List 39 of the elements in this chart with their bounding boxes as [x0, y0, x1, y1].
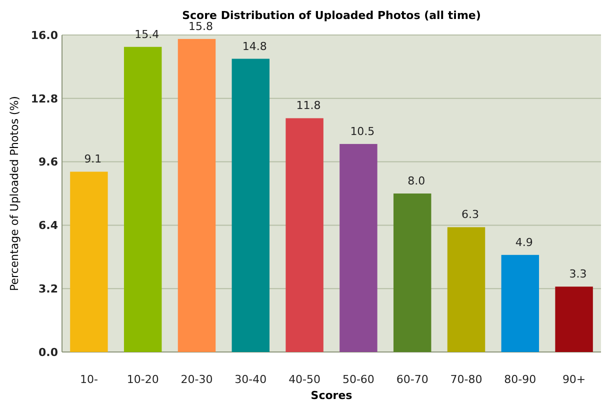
- data-label: 3.3: [569, 268, 587, 281]
- y-tick-label: 3.2: [38, 282, 58, 296]
- bar: [555, 286, 593, 352]
- y-axis-title: Percentage of Uploaded Photos (%): [8, 96, 21, 291]
- x-tick-label: 20-30: [180, 373, 213, 386]
- x-tick-label: 40-50: [288, 373, 321, 386]
- x-tick-label: 80-90: [504, 373, 536, 386]
- bar: [232, 58, 270, 352]
- y-tick-label: 12.8: [30, 92, 58, 106]
- bar: [124, 46, 162, 352]
- data-label: 8.0: [408, 174, 426, 188]
- data-label: 15.8: [188, 20, 213, 33]
- y-tick-label: 6.4: [38, 219, 58, 232]
- x-tick-label: 10-: [80, 373, 98, 386]
- bar: [340, 144, 378, 352]
- chart-title: Score Distribution of Uploaded Photos (all time): [182, 9, 481, 22]
- data-label: 11.8: [296, 99, 321, 112]
- data-label: 14.8: [242, 40, 267, 53]
- y-tick-label: 9.6: [38, 156, 58, 169]
- x-tick-label: 10-20: [126, 373, 159, 386]
- data-label: 9.1: [84, 152, 102, 166]
- x-axis-title: Scores: [310, 389, 353, 402]
- data-label: 15.4: [134, 28, 160, 41]
- data-label: 4.9: [515, 236, 533, 249]
- data-label: 10.5: [350, 124, 375, 138]
- x-tick-label: 90+: [562, 373, 586, 386]
- y-tick-label: 16.0: [30, 28, 58, 42]
- bar: [70, 172, 108, 352]
- x-tick-label: 50-60: [342, 373, 374, 386]
- bar: [393, 194, 432, 352]
- y-tick-label: 0.0: [38, 346, 58, 359]
- bar: [447, 227, 486, 352]
- x-tick-label: 70-80: [450, 373, 482, 386]
- x-tick-label: 60-70: [396, 373, 428, 386]
- bar: [178, 38, 216, 352]
- x-tick-label: 30-40: [234, 373, 267, 386]
- bar: [286, 118, 324, 352]
- data-label: 6.3: [462, 208, 479, 222]
- bar: [501, 254, 540, 352]
